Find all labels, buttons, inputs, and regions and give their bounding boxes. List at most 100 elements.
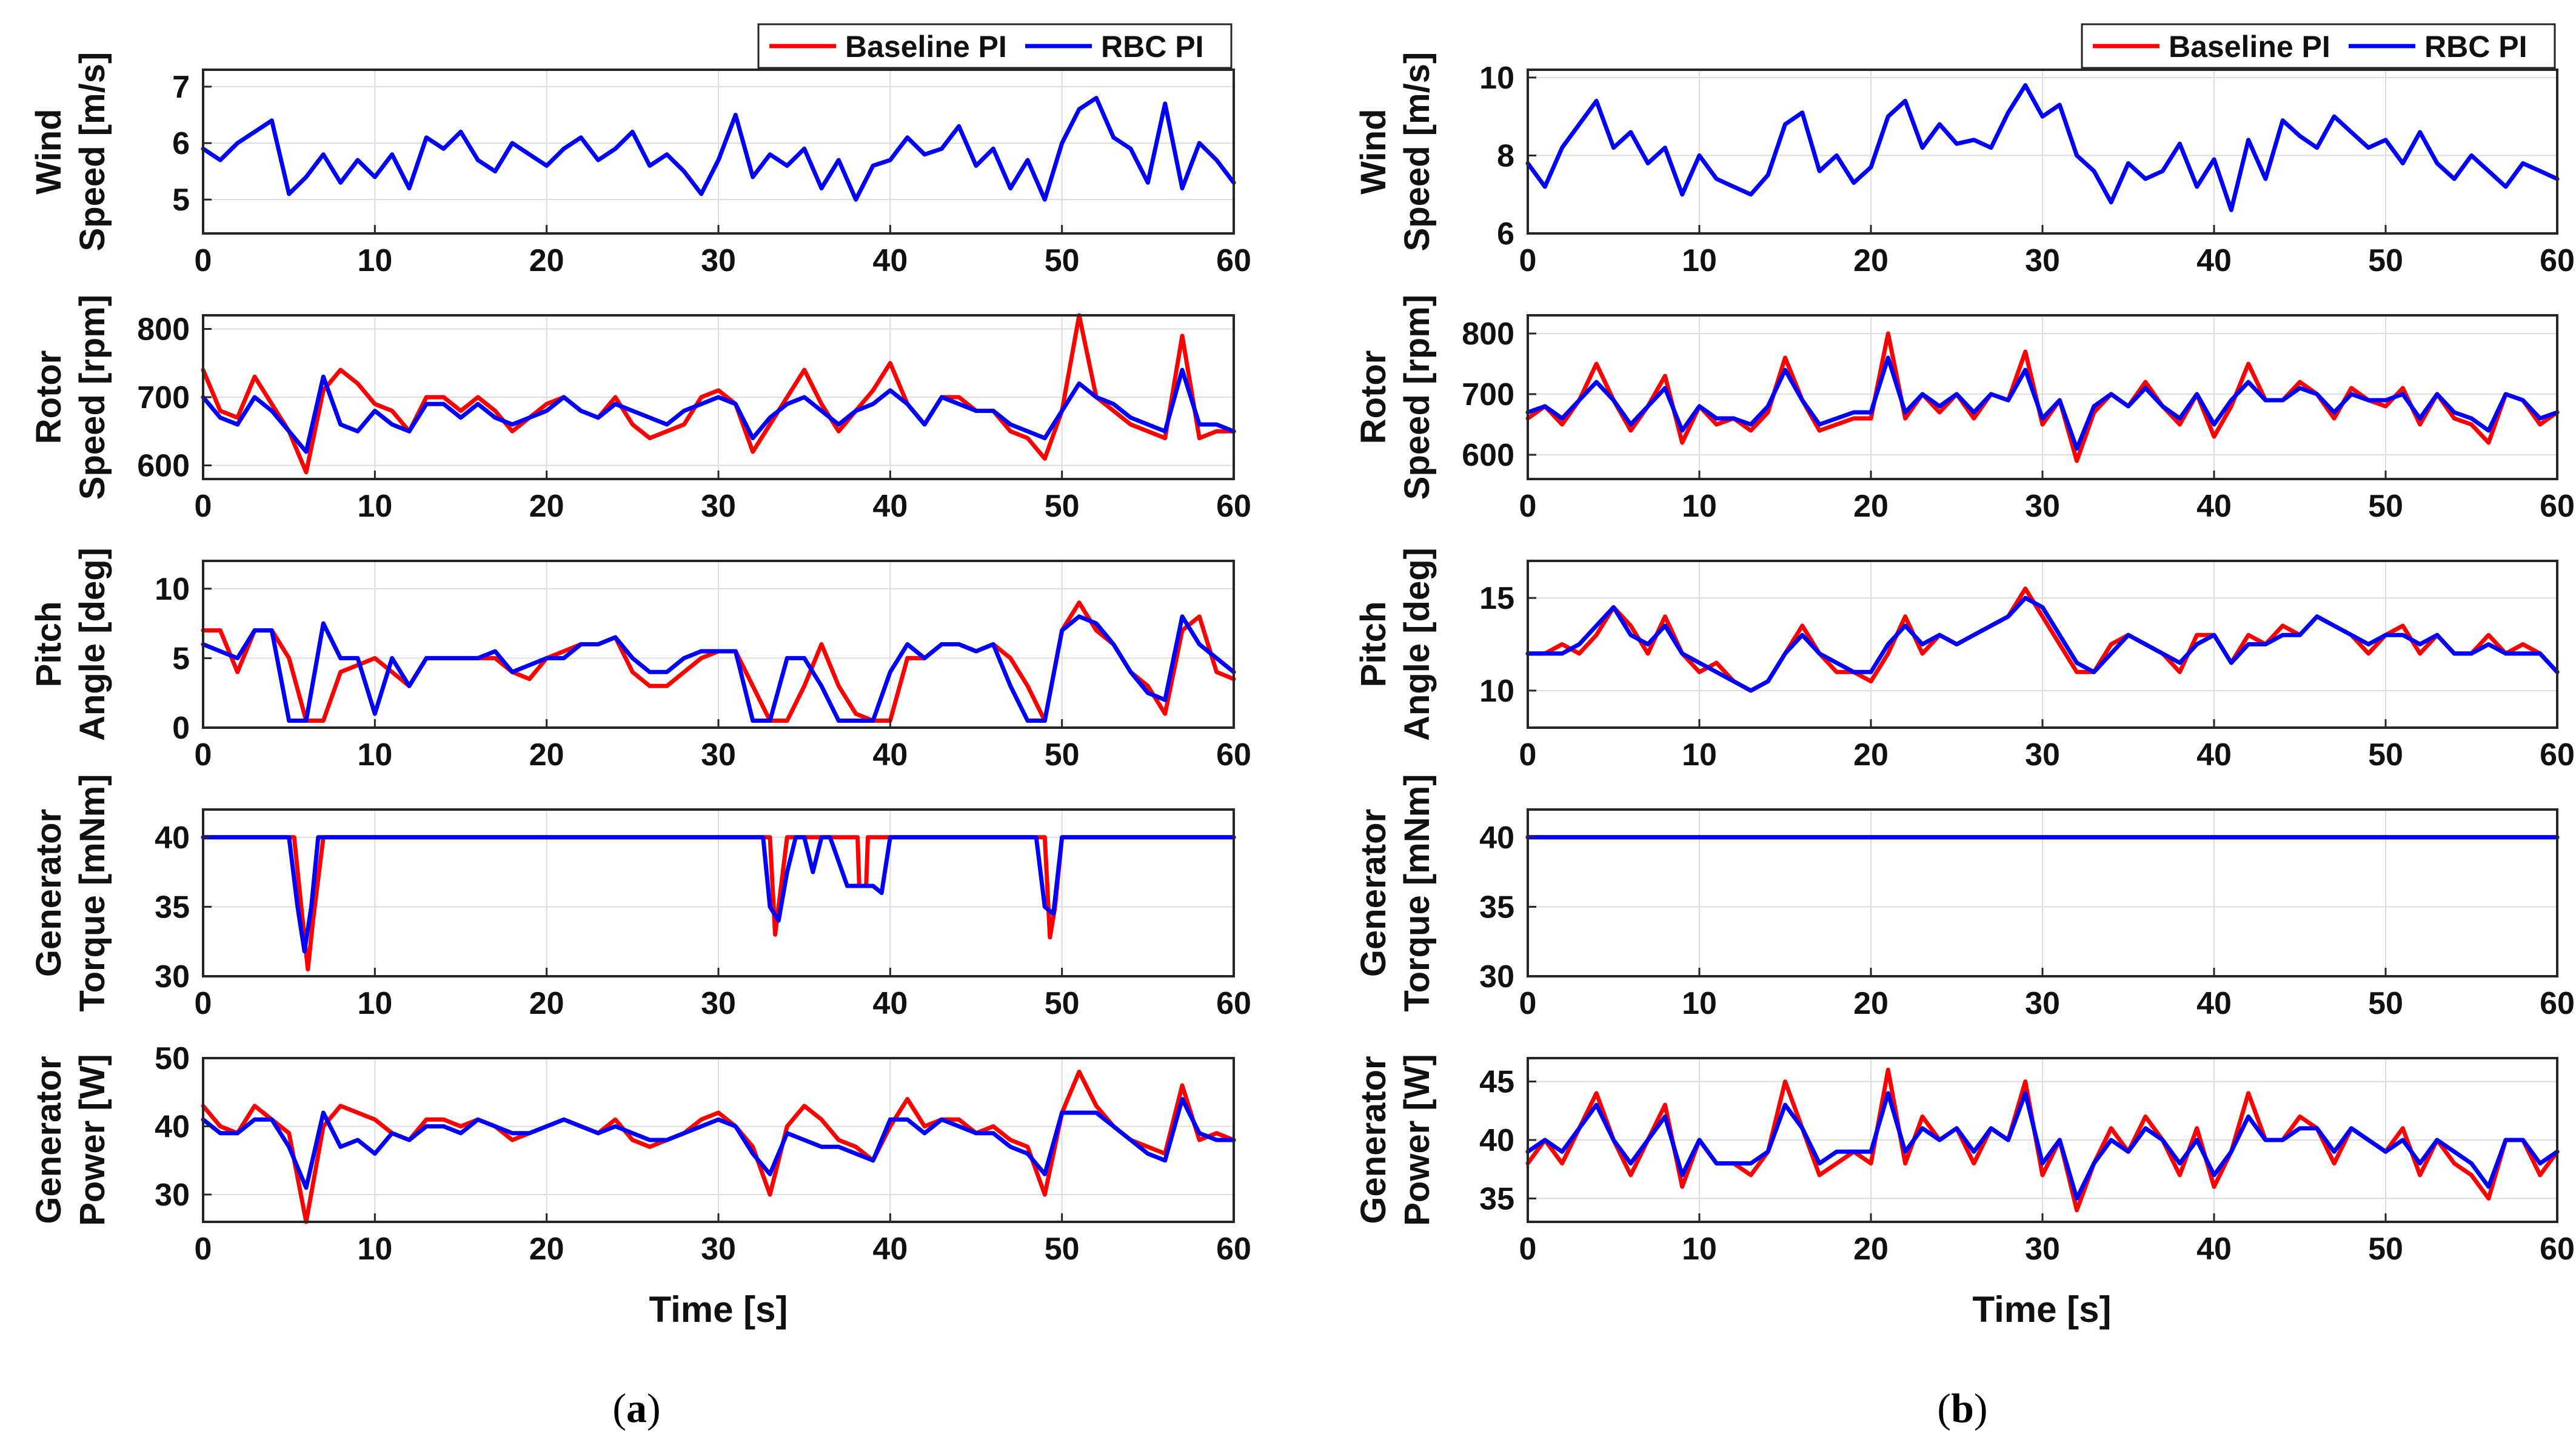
x-tick-label: 50 xyxy=(2368,1232,2403,1267)
x-tick-label: 30 xyxy=(2025,1232,2060,1267)
subplot-b-1: 0 10 20 30 40 50 60 600 700 800 Rotor Speed [rpm] xyxy=(1354,295,2575,524)
y-tick-label: 15 xyxy=(1479,581,1514,616)
panel-b: 0 10 20 30 40 50 60 6 8 10 Wind Speed [m/s] 0 10 20 30 4… xyxy=(1354,23,2575,1267)
y-tick-label: 8 xyxy=(1497,138,1514,173)
x-tick-label: 0 xyxy=(1519,489,1537,524)
x-tick-label: 60 xyxy=(1216,737,1251,773)
y-tick-label: 0 xyxy=(172,711,190,746)
x-tick-label: 20 xyxy=(529,489,564,524)
legend-b: Baseline PI RBC PI xyxy=(2081,23,2556,69)
x-tick-label: 30 xyxy=(2025,737,2060,773)
x-tick-label: 0 xyxy=(1519,737,1537,773)
x-tick-label: 60 xyxy=(2540,986,2575,1021)
y-axis-label-line: Power [W] xyxy=(1397,1054,1437,1226)
x-tick-label: 30 xyxy=(2025,489,2060,524)
legend-box xyxy=(2081,23,2556,69)
x-tick-label: 60 xyxy=(1216,986,1251,1021)
y-axis-label-line: Generator xyxy=(1354,1056,1393,1224)
legend-a: Baseline PI RBC PI xyxy=(757,23,1233,69)
x-tick-label: 0 xyxy=(1519,986,1537,1021)
y-axis-label-line: Wind xyxy=(29,109,69,194)
y-axis-label-line: Speed [rpm] xyxy=(1397,295,1437,500)
y-tick-label: 700 xyxy=(1462,377,1514,412)
series-line-rbc-pi xyxy=(1525,355,2560,451)
x-tick-label: 20 xyxy=(1853,986,1889,1021)
y-tick-label: 45 xyxy=(1479,1065,1514,1100)
legend-label-0: Baseline PI xyxy=(2169,30,2330,64)
caption-b-close: ) xyxy=(1974,1385,1988,1431)
y-tick-label: 50 xyxy=(155,1041,190,1076)
y-axis-label-line: Speed [m/s] xyxy=(73,52,112,252)
x-tick-label: 0 xyxy=(195,737,212,773)
x-tick-label: 10 xyxy=(1682,737,1717,773)
x-tick-label: 50 xyxy=(2368,489,2403,524)
x-tick-label: 0 xyxy=(1519,1232,1537,1267)
x-tick-label: 10 xyxy=(1682,243,1717,278)
legend-label-1: RBC PI xyxy=(1101,30,1203,64)
x-tick-label: 30 xyxy=(701,986,736,1021)
y-axis-label: Pitch Angle [deg] xyxy=(29,548,112,741)
y-axis-label: Wind Speed [m/s] xyxy=(29,52,112,252)
x-tick-label: 50 xyxy=(1045,737,1080,773)
x-tick-label: 0 xyxy=(1519,243,1537,278)
subplot-a-3: 0 10 20 30 40 50 60 30 35 40 Generator Torque [mNm] xyxy=(29,774,1251,1021)
x-tick-label: 40 xyxy=(872,489,908,524)
x-tick-label: 10 xyxy=(357,243,392,278)
x-tick-label: 50 xyxy=(1045,1232,1080,1267)
x-tick-label: 30 xyxy=(2025,243,2060,278)
x-tick-label: 10 xyxy=(357,1232,392,1267)
x-tick-label: 20 xyxy=(529,737,564,773)
subplot-a-4: 0 10 20 30 40 50 60 30 40 50 Generator Power [W] xyxy=(29,1041,1251,1267)
y-axis-label: Wind Speed [m/s] xyxy=(1354,52,1437,252)
x-tick-label: 20 xyxy=(529,1232,564,1267)
x-tick-label: 50 xyxy=(2368,986,2403,1021)
x-tick-label: 40 xyxy=(872,1232,908,1267)
y-tick-label: 5 xyxy=(172,183,190,218)
y-axis-label-line: Angle [deg] xyxy=(73,548,112,741)
x-tick-label: 60 xyxy=(1216,243,1251,278)
y-axis-label: Generator Torque [mNm] xyxy=(1354,774,1437,1011)
y-axis-label-line: Power [W] xyxy=(73,1054,112,1226)
x-tick-label: 0 xyxy=(195,986,212,1021)
y-axis-label-line: Angle [deg] xyxy=(1397,548,1437,741)
y-tick-label: 6 xyxy=(1497,216,1514,252)
y-axis-label-line: Wind xyxy=(1354,109,1393,194)
y-axis-label: Generator Power [W] xyxy=(29,1054,112,1226)
y-axis-label: Generator Power [W] xyxy=(1354,1054,1437,1226)
y-tick-label: 10 xyxy=(1479,61,1514,96)
x-tick-label: 10 xyxy=(1682,986,1717,1021)
y-tick-label: 7 xyxy=(172,70,190,105)
x-tick-label: 40 xyxy=(2196,986,2232,1021)
x-tick-label: 50 xyxy=(2368,737,2403,773)
series-line-rbc-pi xyxy=(1525,1091,2560,1201)
y-tick-label: 40 xyxy=(1479,1123,1514,1158)
y-tick-label: 5 xyxy=(172,641,190,676)
x-tick-label: 40 xyxy=(872,986,908,1021)
y-axis-label-line: Generator xyxy=(29,809,69,977)
y-axis-label: Rotor Speed [rpm] xyxy=(1354,295,1437,500)
series-line-rbc-pi xyxy=(201,96,1236,202)
subplot-a-1: 0 10 20 30 40 50 60 600 700 800 Rotor Speed [rpm] xyxy=(29,295,1251,524)
y-axis-label-line: Torque [mNm] xyxy=(73,774,112,1011)
x-tick-label: 20 xyxy=(1853,489,1889,524)
x-tick-label: 60 xyxy=(2540,1232,2575,1267)
x-axis-label-b: Time [s] xyxy=(1973,1289,2112,1330)
y-axis-label-line: Torque [mNm] xyxy=(1397,774,1437,1011)
x-tick-label: 10 xyxy=(1682,489,1717,524)
caption-a-close: ) xyxy=(647,1385,661,1431)
subplot-b-4: 0 10 20 30 40 50 60 35 40 45 Generator Power [W] xyxy=(1354,1054,2575,1267)
x-tick-label: 0 xyxy=(195,243,212,278)
y-tick-label: 40 xyxy=(155,1110,190,1145)
series-line-baseline-pi xyxy=(201,835,1236,971)
y-tick-label: 35 xyxy=(155,890,190,925)
y-tick-label: 600 xyxy=(137,449,190,484)
legend-label-1: RBC PI xyxy=(2424,30,2527,64)
subplot-b-3: 0 10 20 30 40 50 60 30 35 40 Generator Torque [mNm] xyxy=(1354,774,2575,1021)
x-tick-label: 60 xyxy=(2540,243,2575,278)
caption-b-open: ( xyxy=(1937,1385,1951,1431)
x-tick-label: 30 xyxy=(701,1232,736,1267)
y-axis-label-line: Pitch xyxy=(29,602,69,688)
